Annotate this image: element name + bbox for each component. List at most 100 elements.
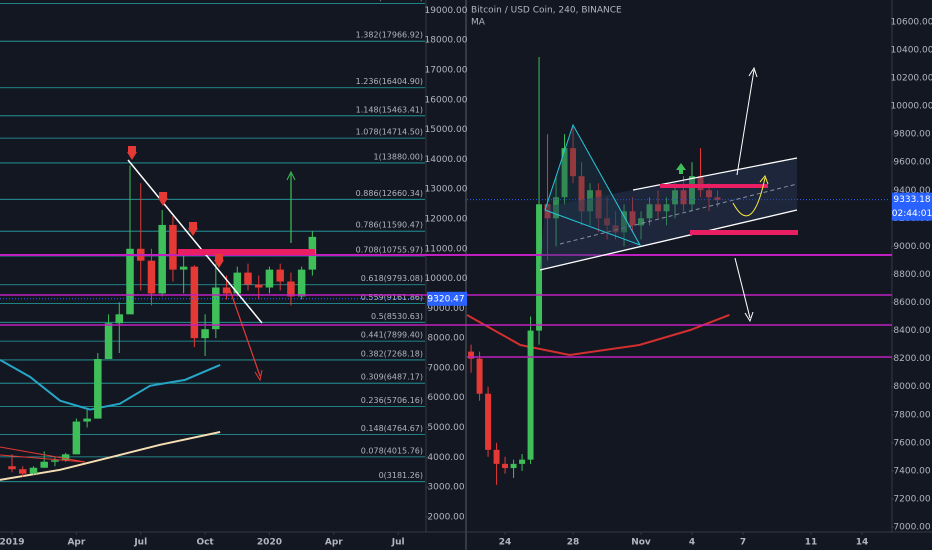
candle-body [126,248,134,315]
arrow-head [759,175,769,185]
candle-body [254,284,263,288]
y-tick-label: 8800.00 [893,270,930,280]
candle-body [510,463,517,469]
fib-label: 1.382(17966.92) [356,31,423,40]
y-tick-label: 18000.00 [425,36,468,46]
y-tick-label: 7400.00 [893,466,930,476]
arrow [734,257,751,319]
y-tick-label: 17000.00 [425,66,468,76]
candle-body [561,148,568,198]
fib-label: 0.236(5706.16) [361,396,423,405]
candle-body [61,454,70,461]
y-tick-label: 10600.00 [891,17,932,27]
candle-body [587,190,594,212]
candle-body [179,266,188,270]
y-tick-label: 19000.00 [425,6,468,16]
candle-body [476,358,483,394]
candle-body [212,287,220,330]
candle-body [265,269,274,288]
candle-body [94,358,102,419]
y-tick-label: 8000.00 [893,382,930,392]
y-tick-label: 7200.00 [893,494,930,504]
candle-body [201,329,209,339]
arrow-head [744,311,754,323]
candle-body [8,466,16,470]
x-tick-label: 2020 [257,538,282,548]
y-tick-label: 9000.00 [893,242,930,252]
candle-body [468,351,475,359]
fib-label: 0.786(11590.47) [356,221,423,230]
candle-body [612,225,619,233]
legend-entry: MA [471,18,486,28]
candle-body [638,218,645,226]
y-tick-label: 10400.00 [891,45,932,55]
fib-label: 0.886(12660.34) [356,189,423,198]
candle-body [276,269,284,282]
y-tick-label: 9400.00 [893,186,930,196]
y-tick-label: 6000.00 [427,393,464,403]
fib-label: 1.078(14714.50) [356,128,423,137]
candle-body [621,211,628,233]
candle-body [536,204,543,331]
countdown-label: 02:44:01 [892,209,932,219]
last-price-label: 9333.18 [893,195,930,205]
y-tick-label: 12000.00 [425,214,468,224]
candle-body [158,224,166,294]
y-tick-label: 8400.00 [893,326,930,336]
y-tick-label: 4000.00 [427,453,464,463]
ma-line [0,431,221,481]
candle-body [553,197,560,219]
y-tick-label: 5000.00 [427,423,464,433]
candle-body [646,204,653,219]
candle-body [706,190,712,198]
arrow [229,289,261,377]
candle-body [595,190,602,219]
arrow-head [254,369,263,382]
y-tick-label: 10000.00 [425,274,468,284]
y-tick-label: 9000.00 [427,304,464,314]
candle-body [714,197,721,201]
candle-body [83,418,91,422]
fib-label: 0.559(9161.86) [361,293,423,302]
x-tick-label: 7 [740,538,746,548]
support-zone [690,230,798,235]
candle-body [104,323,113,359]
candle-body [689,176,695,205]
fib-label: 0.382(7268.18) [361,349,423,358]
x-tick-label: 11 [805,538,818,548]
candle-body [680,190,687,205]
x-tick-label: 24 [499,538,512,548]
fib-label: 1.148(15463.41) [356,105,423,114]
y-tick-label: 10000.00 [891,102,932,112]
fib-label: 0.618(9793.08) [361,274,423,283]
candle-body [629,211,636,226]
channel-line [539,209,798,271]
x-tick-label: Apr [67,538,85,548]
arrow [736,69,755,176]
candle-body [72,421,81,455]
trend-line [0,446,86,463]
ma-line [466,314,730,356]
y-tick-label: 7600.00 [893,438,930,448]
x-tick-label: 14 [856,538,869,548]
candle-body [40,461,48,468]
y-tick-label: 8200.00 [893,354,930,364]
chart-title: Bitcoin / USD Coin, 240, BINANCE [471,6,622,16]
y-tick-label: 14000.00 [425,155,468,165]
arrow-head [286,170,296,181]
fib-label: 0.078(4015.76) [361,446,423,455]
y-tick-label: 3000.00 [427,483,464,493]
channel-midline [559,183,798,245]
x-tick-label: Jul [391,538,405,548]
fib-label: 0.441(7899.40) [361,331,423,340]
candle-body [18,469,27,474]
candle-body [485,393,492,450]
candle-body [222,287,231,294]
y-tick-label: 10200.00 [891,74,932,84]
down-marker [158,192,168,206]
down-marker [127,146,137,160]
candle-body [29,467,38,474]
candle-body [570,148,577,177]
candle-body [115,314,124,324]
candle-body [190,266,199,339]
